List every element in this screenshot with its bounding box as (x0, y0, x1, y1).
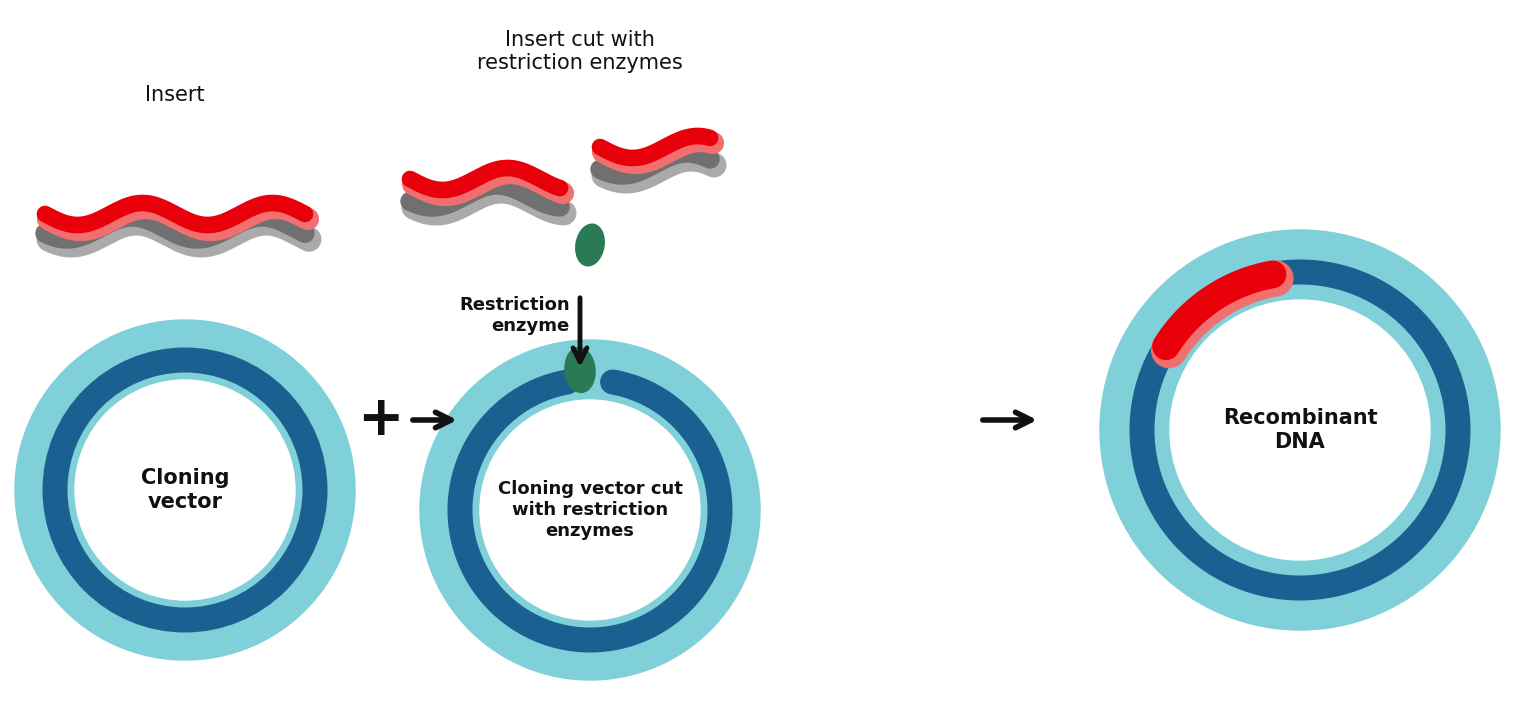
Text: +: + (357, 393, 403, 447)
Circle shape (15, 320, 356, 660)
Text: Cloning vector cut
with restriction
enzymes: Cloning vector cut with restriction enzy… (497, 480, 682, 540)
Circle shape (1170, 300, 1431, 560)
Ellipse shape (576, 224, 604, 266)
Text: Restriction
enzyme: Restriction enzyme (459, 296, 570, 335)
Circle shape (75, 380, 296, 600)
Circle shape (480, 400, 701, 620)
Ellipse shape (565, 348, 594, 392)
Circle shape (420, 340, 761, 680)
Text: Insert: Insert (145, 85, 205, 105)
Circle shape (1100, 230, 1500, 630)
Text: Insert cut with
restriction enzymes: Insert cut with restriction enzymes (477, 30, 682, 73)
Text: Recombinant
DNA: Recombinant DNA (1223, 408, 1377, 451)
Text: Cloning
vector: Cloning vector (140, 468, 229, 512)
